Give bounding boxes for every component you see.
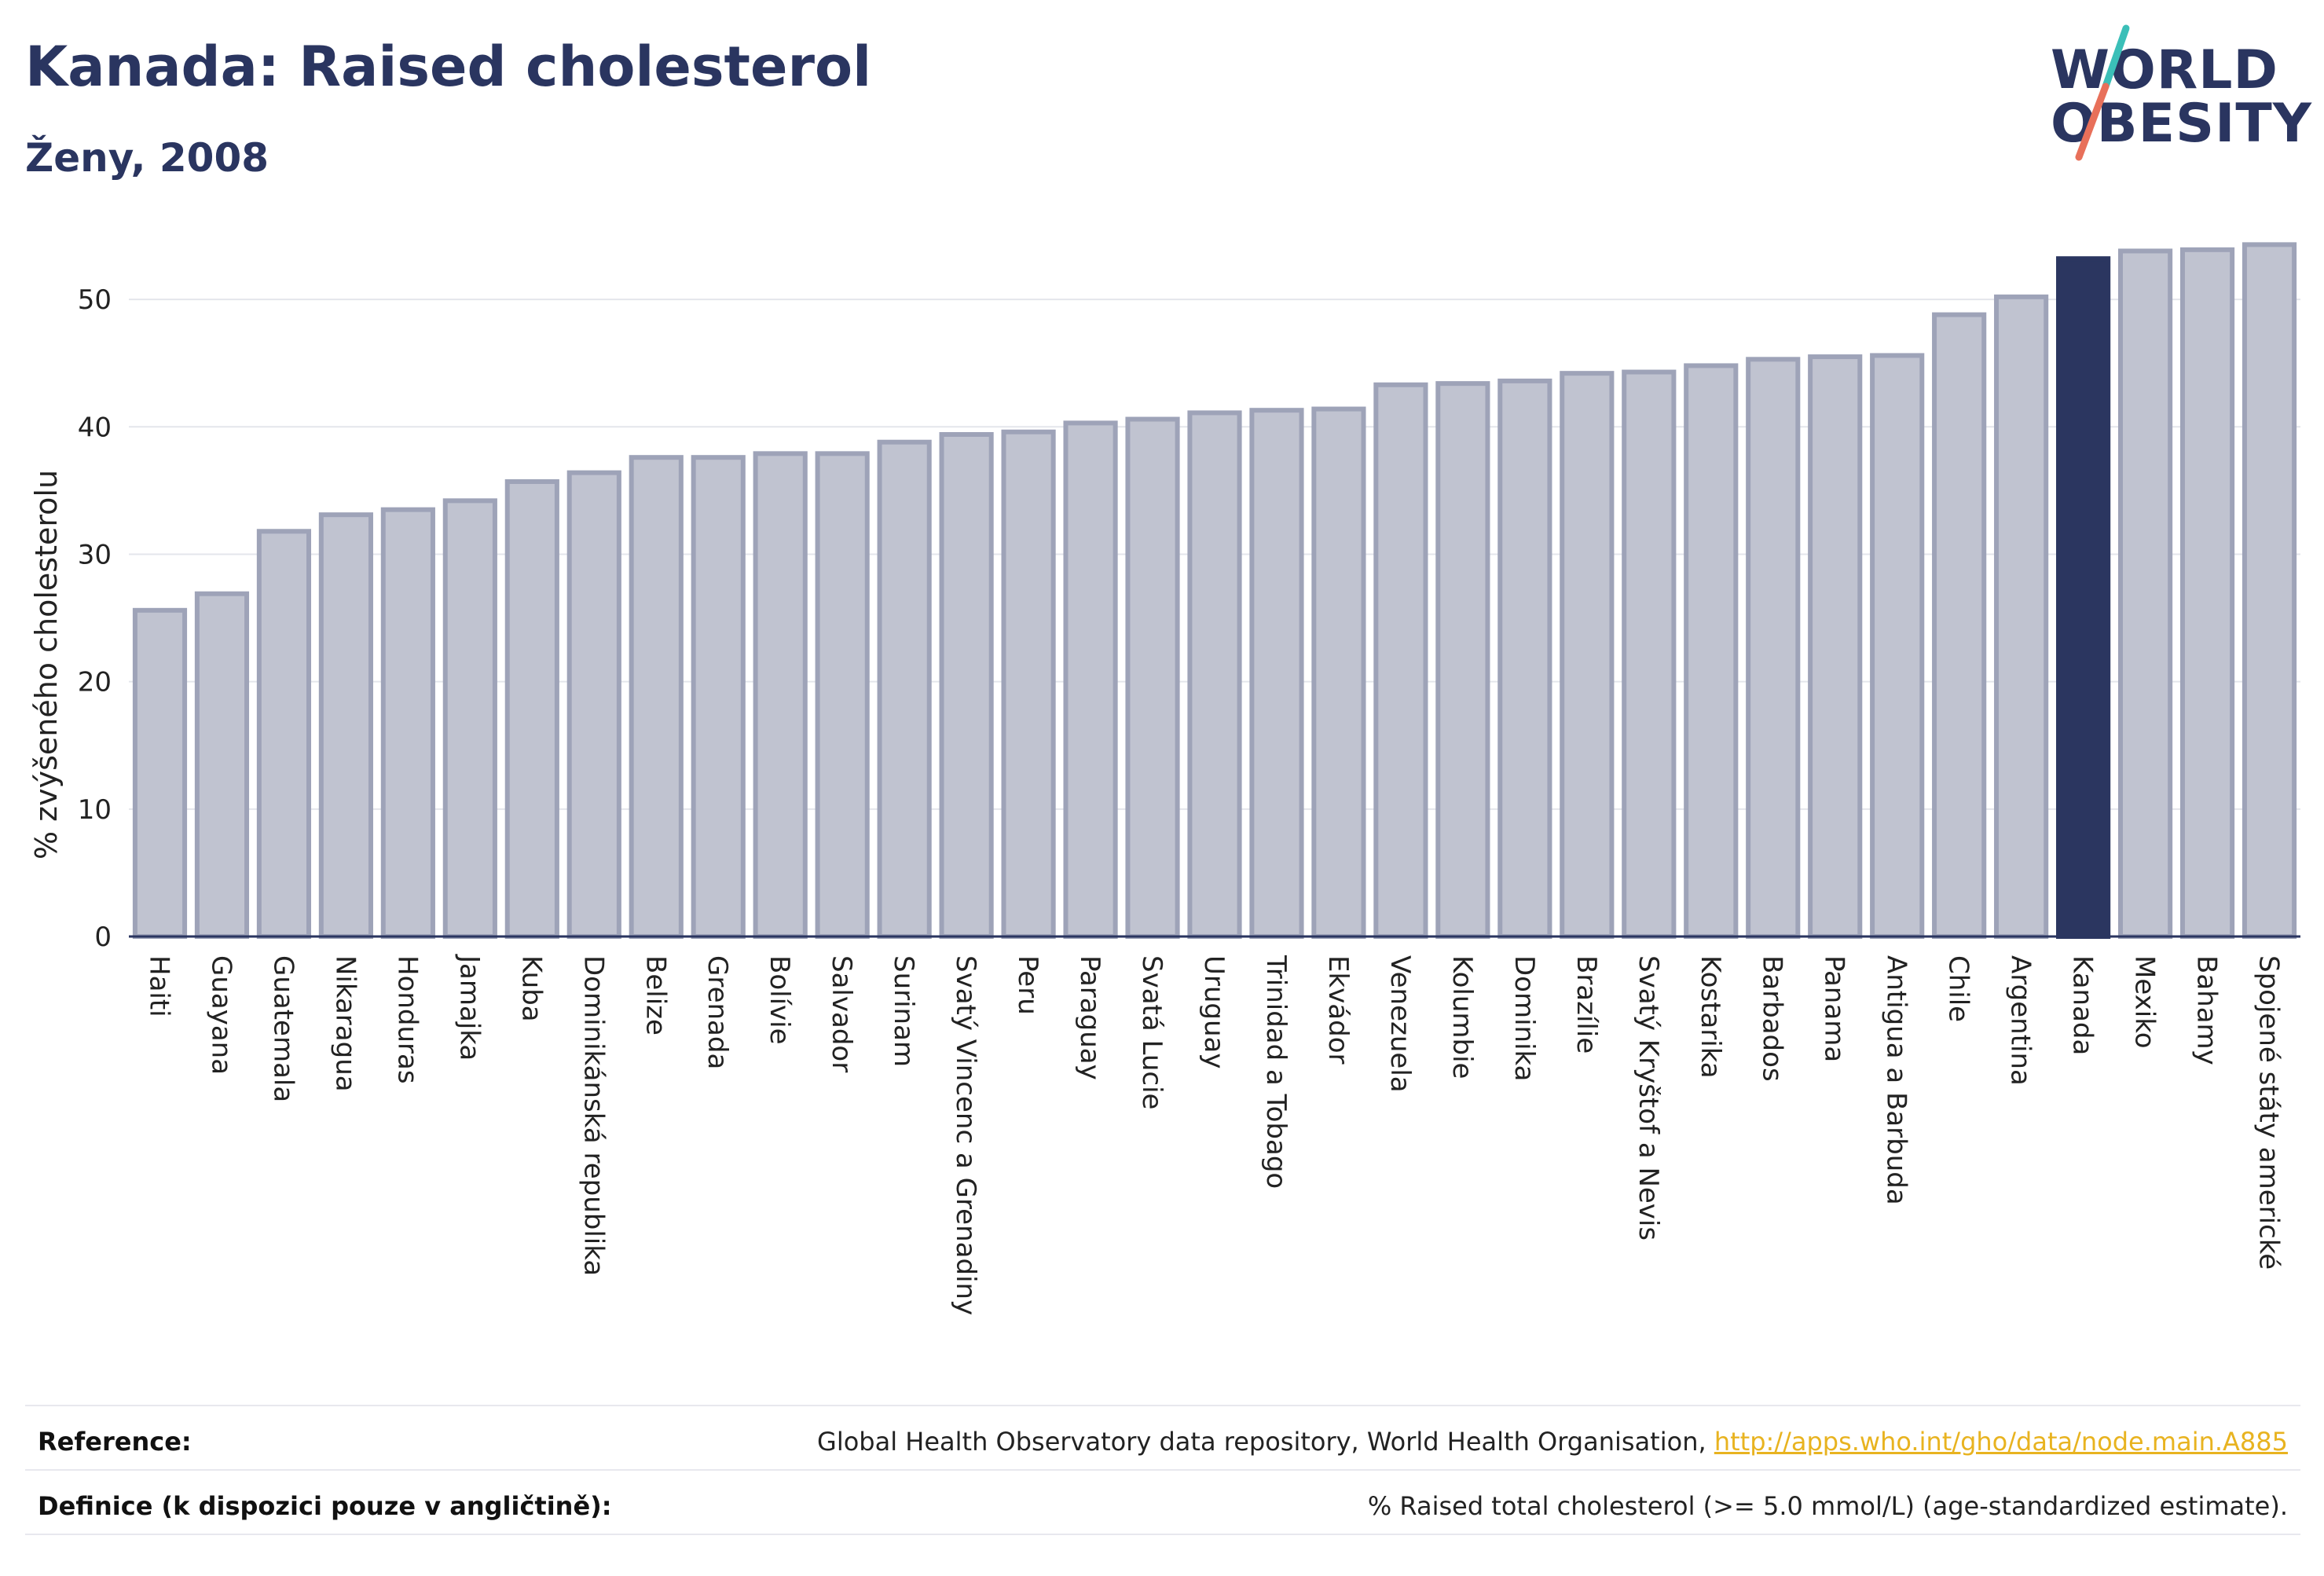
bar-dominika[interactable] bbox=[1497, 378, 1552, 939]
x-tick-label: Nikaragua bbox=[329, 955, 361, 1092]
x-tick-label: Brazílie bbox=[1571, 955, 1602, 1054]
y-tick-label: 0 bbox=[94, 922, 112, 953]
bar-kostarika[interactable] bbox=[1684, 363, 1739, 939]
x-tick-label: Kostarika bbox=[1695, 955, 1726, 1079]
x-tick-label: Panama bbox=[1819, 955, 1850, 1062]
reference-row: Reference: Global Health Observatory dat… bbox=[25, 1419, 2300, 1466]
bar-bol-vie[interactable] bbox=[753, 451, 808, 939]
bar-kuba[interactable] bbox=[504, 479, 559, 939]
x-tick-label: Bolívie bbox=[764, 955, 795, 1045]
reference-label: Reference: bbox=[38, 1427, 192, 1457]
bar-haiti[interactable] bbox=[132, 607, 188, 940]
logo-slash-icon bbox=[2075, 24, 2130, 161]
bar-svat-kry-tof-a-nevis[interactable] bbox=[1622, 369, 1677, 939]
y-tick-label: 20 bbox=[78, 667, 112, 698]
x-tick-label: Svatý Vincenc a Grenadiny bbox=[950, 955, 981, 1315]
bar-bahamy[interactable] bbox=[2179, 247, 2235, 939]
bar-nikaragua[interactable] bbox=[318, 512, 373, 939]
bar-honduras[interactable] bbox=[380, 507, 435, 939]
reference-value: Global Health Observatory data repositor… bbox=[817, 1427, 2288, 1457]
bar-dominik-nsk-republika[interactable] bbox=[566, 470, 621, 939]
bar-panama[interactable] bbox=[1808, 354, 1863, 939]
x-tick-label: Ekvádor bbox=[1322, 955, 1354, 1065]
bar-kanada[interactable] bbox=[2056, 256, 2111, 939]
chart-title: Kanada: Raised cholesterol bbox=[25, 35, 872, 99]
x-tick-label: Uruguay bbox=[1198, 955, 1230, 1069]
bar-guatemala[interactable] bbox=[256, 529, 312, 939]
x-tick-label: Surinam bbox=[888, 955, 919, 1067]
x-tick-label: Antigua a Barbuda bbox=[1881, 955, 1912, 1205]
bar-argentina[interactable] bbox=[1994, 294, 2049, 939]
x-tick-label: Spojené státy americké bbox=[2253, 955, 2285, 1270]
x-tick-label: Bahamy bbox=[2191, 955, 2223, 1065]
x-tick-label: Svatá Lucie bbox=[1136, 955, 1167, 1109]
bar-jamajka[interactable] bbox=[442, 498, 497, 939]
x-tick-label: Barbados bbox=[1757, 955, 1788, 1082]
x-tick-label: Trinidad a Tobago bbox=[1260, 955, 1292, 1189]
x-tick-label: Argentina bbox=[2005, 955, 2036, 1086]
chart-subtitle: Ženy, 2008 bbox=[25, 135, 269, 181]
bar-paraguay[interactable] bbox=[1063, 420, 1118, 939]
bar-uruguay[interactable] bbox=[1187, 410, 1242, 939]
footer-divider bbox=[25, 1534, 2300, 1535]
bar-guayana[interactable] bbox=[194, 591, 250, 939]
bar-chile[interactable] bbox=[1932, 312, 1987, 939]
bar-svat-lucie[interactable] bbox=[1125, 416, 1180, 939]
x-tick-label: Honduras bbox=[391, 955, 423, 1084]
x-tick-label: Haiti bbox=[143, 955, 174, 1017]
footer-divider bbox=[25, 1405, 2300, 1406]
bar-chart: 0 10 20 30 40 50 Haiti Guayana Guatemala Nikaragu… bbox=[29, 242, 2300, 1315]
x-tick-label: Venezuela bbox=[1384, 955, 1416, 1093]
reference-text: Global Health Observatory data repositor… bbox=[817, 1427, 1714, 1457]
x-tick-label: Mexiko bbox=[2129, 955, 2161, 1049]
x-tick-label: Kanada bbox=[2067, 955, 2099, 1055]
bar-braz-lie[interactable] bbox=[1560, 371, 1615, 939]
definition-label: Definice (k dispozici pouze v angličtině… bbox=[38, 1491, 612, 1521]
bars bbox=[132, 242, 2297, 940]
world-obesity-logo: WORLD OBESITY bbox=[2051, 24, 2311, 165]
x-tick-label: Chile bbox=[1943, 955, 1974, 1022]
y-tick-label: 10 bbox=[78, 794, 112, 826]
bar-belize[interactable] bbox=[629, 455, 684, 939]
x-tick-label: Peru bbox=[1012, 955, 1043, 1015]
x-tick-label: Jamajka bbox=[453, 954, 485, 1061]
bar-svat-vincenc-a-grenadiny[interactable] bbox=[939, 432, 994, 939]
y-tick-label: 50 bbox=[78, 284, 112, 316]
footer-divider bbox=[25, 1469, 2300, 1471]
y-tick-label: 40 bbox=[78, 412, 112, 443]
bar-barbados[interactable] bbox=[1746, 357, 1801, 940]
x-tick-label: Paraguay bbox=[1074, 955, 1105, 1080]
bar-spojen-st-ty-americk-[interactable] bbox=[2242, 242, 2297, 939]
bar-kolumbie[interactable] bbox=[1435, 381, 1490, 939]
bar-trinidad-a-tobago[interactable] bbox=[1249, 408, 1304, 939]
x-tick-label: Guayana bbox=[205, 955, 236, 1075]
logo-word-world: WORLD bbox=[2051, 39, 2278, 101]
x-tick-label: Dominikánská republika bbox=[577, 955, 609, 1276]
bar-venezuela[interactable] bbox=[1373, 382, 1428, 939]
bar-surinam[interactable] bbox=[877, 439, 932, 939]
x-tick-label: Guatemala bbox=[267, 955, 299, 1102]
definition-row: Definice (k dispozici pouze v angličtině… bbox=[25, 1483, 2300, 1530]
bar-mexiko[interactable] bbox=[2117, 248, 2173, 940]
reference-link[interactable]: http://apps.who.int/gho/data/node.main.A… bbox=[1714, 1427, 2288, 1457]
bar-grenada[interactable] bbox=[691, 455, 746, 939]
y-axis-title: % zvýšeného cholesterolu bbox=[29, 470, 64, 859]
x-tick-label: Kuba bbox=[515, 955, 547, 1022]
axis-labels: 0 10 20 30 40 50 Haiti Guayana Guatemala Nikaragu… bbox=[29, 284, 2285, 1315]
x-tick-label: Dominika bbox=[1508, 955, 1540, 1081]
bar-ekv-dor[interactable] bbox=[1311, 406, 1366, 939]
x-tick-label: Belize bbox=[640, 955, 671, 1035]
x-tick-label: Salvador bbox=[826, 955, 857, 1072]
bar-peru[interactable] bbox=[1001, 429, 1056, 939]
y-tick-label: 30 bbox=[78, 539, 112, 570]
definition-text: % Raised total cholesterol (>= 5.0 mmol/… bbox=[1367, 1491, 2288, 1521]
x-tick-label: Grenada bbox=[702, 955, 733, 1069]
bar-antigua-a-barbuda[interactable] bbox=[1870, 353, 1925, 939]
x-tick-label: Svatý Kryštof a Nevis bbox=[1633, 955, 1664, 1241]
x-tick-label: Kolumbie bbox=[1446, 955, 1478, 1079]
bar-salvador[interactable] bbox=[815, 451, 870, 939]
